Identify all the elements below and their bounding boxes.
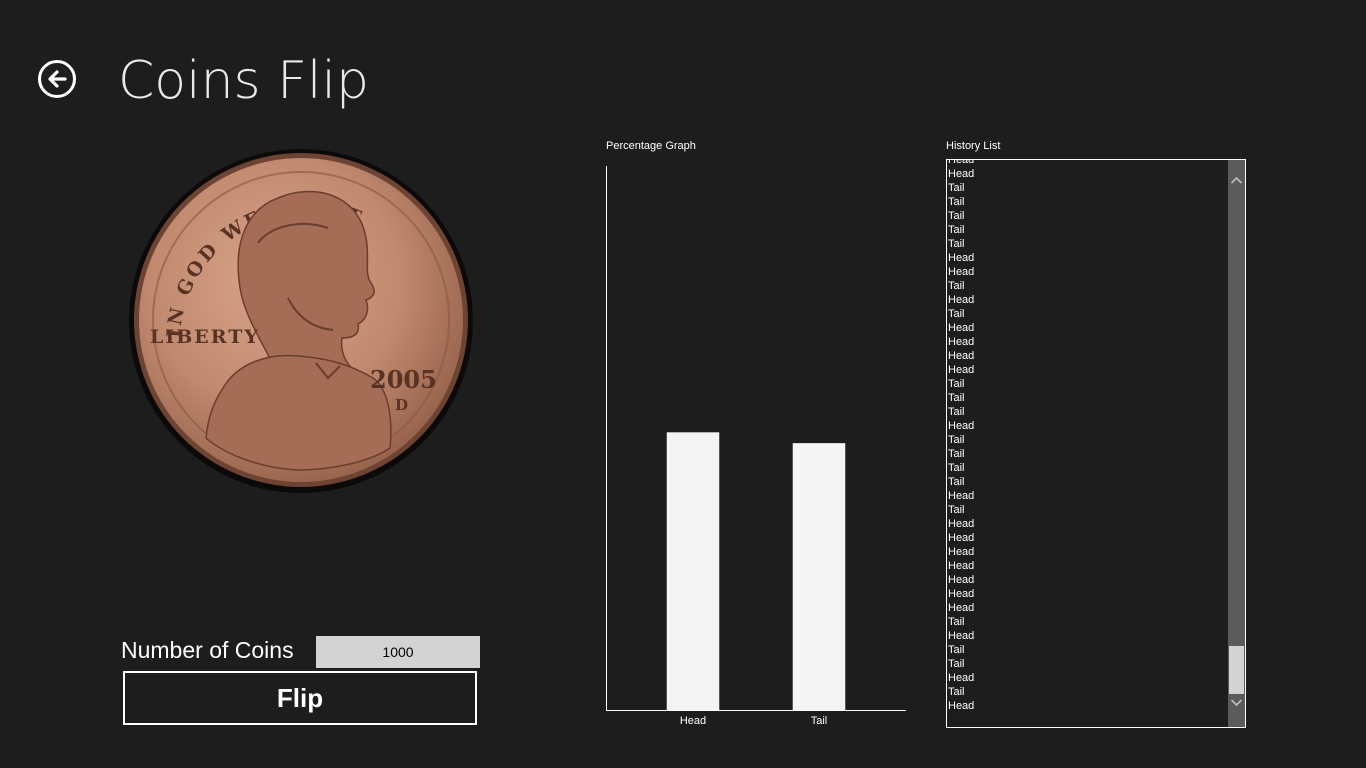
page-title: Coins Flip	[118, 51, 369, 111]
history-item[interactable]: Head	[948, 490, 975, 502]
history-item[interactable]: Tail	[948, 476, 965, 488]
scroll-thumb[interactable]	[1229, 646, 1244, 694]
history-list[interactable]: Head Head Tail Tail Tail Tail Tail Head Head Tail…	[946, 159, 1246, 728]
history-scrollbar[interactable]	[1228, 160, 1245, 727]
chart-bar-head	[666, 432, 720, 711]
history-item[interactable]: Head	[948, 252, 975, 264]
scroll-down-button[interactable]	[1228, 693, 1245, 711]
history-item[interactable]: Tail	[948, 644, 965, 656]
history-item[interactable]: Tail	[948, 462, 965, 474]
graph-title: Percentage Graph	[606, 140, 696, 152]
history-item[interactable]: Head	[948, 350, 975, 362]
history-item[interactable]: Tail	[948, 406, 965, 418]
history-item[interactable]: Head	[948, 672, 975, 684]
flip-button[interactable]: Flip	[123, 671, 477, 725]
coin-year: 2005	[370, 365, 437, 394]
history-item[interactable]: Tail	[948, 308, 965, 320]
history-item[interactable]: Head	[948, 322, 975, 334]
chevron-up-icon	[1230, 176, 1243, 184]
coin-liberty: LIBERTY	[150, 326, 260, 348]
history-item[interactable]: Head	[948, 574, 975, 586]
history-item[interactable]: Tail	[948, 434, 965, 446]
history-item[interactable]: Head	[948, 266, 975, 278]
coin-mint-mark: D	[395, 396, 408, 414]
history-item[interactable]: Tail	[948, 210, 965, 222]
history-item[interactable]: Head	[948, 700, 975, 712]
chart-bar-tail	[792, 443, 846, 711]
back-button[interactable]	[38, 60, 76, 98]
history-item[interactable]: Head	[948, 518, 975, 530]
history-title: History List	[946, 140, 1001, 152]
history-item[interactable]: Head	[948, 364, 975, 376]
history-item[interactable]: Head	[948, 294, 975, 306]
history-items: Head Head Tail Tail Tail Tail Tail Head Head Tail…	[947, 159, 1227, 713]
number-of-coins-label: Number of Coins	[121, 637, 294, 663]
history-item[interactable]: Head	[948, 532, 975, 544]
history-item[interactable]: Head	[948, 159, 975, 166]
history-item[interactable]: Tail	[948, 658, 965, 670]
history-item[interactable]: Head	[948, 168, 975, 180]
history-item[interactable]: Tail	[948, 616, 965, 628]
scroll-up-button[interactable]	[1228, 172, 1245, 190]
history-item[interactable]: Head	[948, 336, 975, 348]
history-item[interactable]: Tail	[948, 224, 965, 236]
history-item[interactable]: Head	[948, 602, 975, 614]
history-item[interactable]: Tail	[948, 504, 965, 516]
history-item[interactable]: Tail	[948, 392, 965, 404]
history-item[interactable]: Tail	[948, 686, 965, 698]
history-item[interactable]: Head	[948, 560, 975, 572]
coin-icon: IN GOD WE TRUST LIBERTY 2005 D	[129, 149, 473, 493]
number-of-coins-input[interactable]	[316, 636, 480, 668]
percentage-chart: Head Tail	[606, 166, 906, 727]
chevron-down-icon	[1230, 699, 1243, 707]
chart-tick-label-tail: Tail	[811, 715, 828, 727]
history-item[interactable]: Head	[948, 420, 975, 432]
history-item[interactable]: Head	[948, 588, 975, 600]
history-item[interactable]: Tail	[948, 280, 965, 292]
history-item[interactable]: Head	[948, 630, 975, 642]
back-arrow-icon	[48, 70, 67, 88]
history-item[interactable]: Tail	[948, 182, 965, 194]
chart-tick-label-head: Head	[680, 715, 706, 727]
history-item[interactable]: Head	[948, 546, 975, 558]
history-item[interactable]: Tail	[948, 238, 965, 250]
history-item[interactable]: Tail	[948, 378, 965, 390]
history-item[interactable]: Tail	[948, 448, 965, 460]
history-item[interactable]: Tail	[948, 196, 965, 208]
